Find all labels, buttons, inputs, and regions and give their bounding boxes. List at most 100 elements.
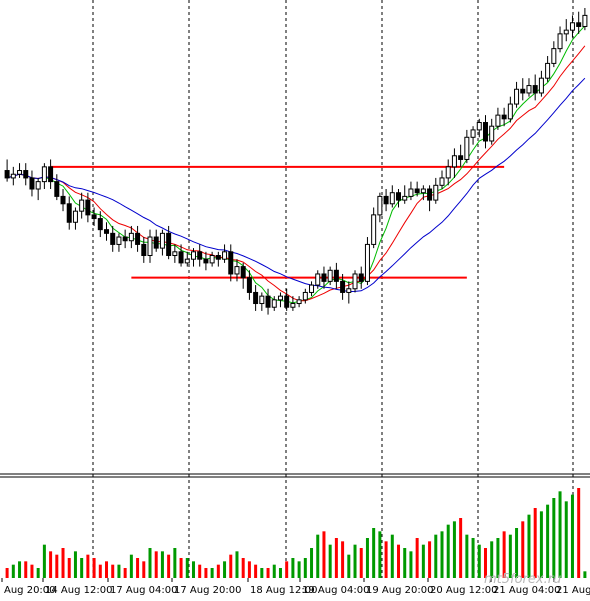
volume-bar-30 xyxy=(191,561,195,578)
candle-body-3 xyxy=(23,170,29,179)
candle-body-87 xyxy=(545,62,551,79)
candle-body-82 xyxy=(514,88,520,105)
volume-bar-48 xyxy=(303,558,307,578)
candle-body-88 xyxy=(551,48,557,64)
candle-body-89 xyxy=(557,33,563,50)
candle-body-40 xyxy=(253,291,259,305)
volume-bar-35 xyxy=(223,561,227,578)
volume-bar-73 xyxy=(459,518,463,578)
ma-line-1 xyxy=(6,45,586,302)
x-tick-label-7: 20 Aug 12:00 xyxy=(430,585,497,596)
volume-bar-85 xyxy=(533,508,537,578)
candle-body-67 xyxy=(420,188,426,194)
volume-bar-64 xyxy=(403,548,407,578)
volume-bar-47 xyxy=(297,561,301,578)
volume-bar-32 xyxy=(204,568,208,578)
candle-body-53 xyxy=(333,269,339,282)
candle-body-37 xyxy=(234,266,240,275)
volume-bar-80 xyxy=(502,531,506,578)
x-tick-label-5: 19 Aug 04:00 xyxy=(302,585,369,596)
volume-bar-17 xyxy=(111,564,115,578)
candle-body-64 xyxy=(402,195,408,201)
volume-bar-91 xyxy=(570,494,574,578)
candle-body-55 xyxy=(346,288,352,293)
volume-bar-7 xyxy=(49,551,53,578)
volume-bar-83 xyxy=(521,521,525,578)
candle-body-73 xyxy=(458,155,464,160)
candle-body-65 xyxy=(408,188,414,197)
x-tick-label-0: Aug 20:00 xyxy=(4,585,56,596)
volume-bar-50 xyxy=(316,534,320,578)
volume-bar-14 xyxy=(92,558,96,578)
volume-bar-2 xyxy=(18,561,22,578)
volume-bar-18 xyxy=(117,564,121,578)
candle-body-80 xyxy=(501,114,507,120)
candle-body-21 xyxy=(135,232,141,245)
volume-bar-11 xyxy=(73,551,77,578)
volume-bar-62 xyxy=(390,534,394,578)
volume-bar-13 xyxy=(86,554,90,578)
candle-body-34 xyxy=(215,255,221,260)
candle-body-28 xyxy=(178,251,184,264)
candle-body-17 xyxy=(110,232,116,245)
volume-bar-4 xyxy=(30,564,34,578)
volume-bar-71 xyxy=(446,524,450,578)
candle-body-78 xyxy=(489,125,495,142)
volume-bar-41 xyxy=(260,568,264,578)
volume-bar-43 xyxy=(272,564,276,578)
candle-body-2 xyxy=(17,170,23,175)
candle-body-22 xyxy=(141,243,147,257)
candle-body-45 xyxy=(284,295,290,308)
candle-body-32 xyxy=(203,258,209,264)
candle-body-91 xyxy=(569,22,575,31)
candle-body-48 xyxy=(302,291,308,301)
candle-body-49 xyxy=(309,284,315,293)
candle-body-16 xyxy=(104,229,110,234)
volume-bar-29 xyxy=(185,558,189,578)
candle-body-38 xyxy=(240,266,246,279)
volume-bar-15 xyxy=(98,564,102,578)
candle-body-13 xyxy=(85,199,91,216)
volume-bar-63 xyxy=(397,544,401,578)
ma-line-2 xyxy=(6,77,586,293)
candle-body-68 xyxy=(427,188,433,201)
volume-bar-86 xyxy=(539,511,543,578)
candle-body-19 xyxy=(122,236,128,242)
candle-body-47 xyxy=(296,299,302,305)
volume-bar-27 xyxy=(173,548,177,578)
volume-bar-40 xyxy=(254,564,258,578)
volume-bar-84 xyxy=(527,514,531,578)
candle-body-46 xyxy=(290,303,296,308)
candle-body-74 xyxy=(464,136,470,160)
candle-body-1 xyxy=(10,173,16,179)
volume-bar-82 xyxy=(515,528,519,578)
volume-bar-26 xyxy=(167,554,171,578)
volume-bar-0 xyxy=(5,568,9,578)
volume-bar-72 xyxy=(452,521,456,578)
volume-bar-28 xyxy=(179,558,183,578)
candle-body-72 xyxy=(451,155,457,168)
candle-body-44 xyxy=(277,295,283,301)
candle-body-25 xyxy=(159,232,165,249)
volume-bar-10 xyxy=(67,558,71,578)
volume-bar-1 xyxy=(11,564,15,578)
volume-bar-9 xyxy=(61,548,65,578)
volume-bar-56 xyxy=(353,544,357,578)
volume-bar-38 xyxy=(241,558,245,578)
candle-body-20 xyxy=(128,232,134,242)
volume-bar-52 xyxy=(328,544,332,578)
volume-bar-36 xyxy=(229,554,233,578)
candle-body-81 xyxy=(507,103,513,120)
candle-body-71 xyxy=(445,166,451,179)
volume-bar-54 xyxy=(341,541,345,578)
volume-bar-61 xyxy=(384,541,388,578)
volume-bar-74 xyxy=(465,534,469,578)
volume-bar-89 xyxy=(558,491,562,578)
candle-body-27 xyxy=(172,251,178,257)
candle-body-5 xyxy=(35,181,41,190)
volume-bar-67 xyxy=(421,544,425,578)
candle-body-23 xyxy=(147,236,153,257)
volume-bar-20 xyxy=(129,554,133,578)
